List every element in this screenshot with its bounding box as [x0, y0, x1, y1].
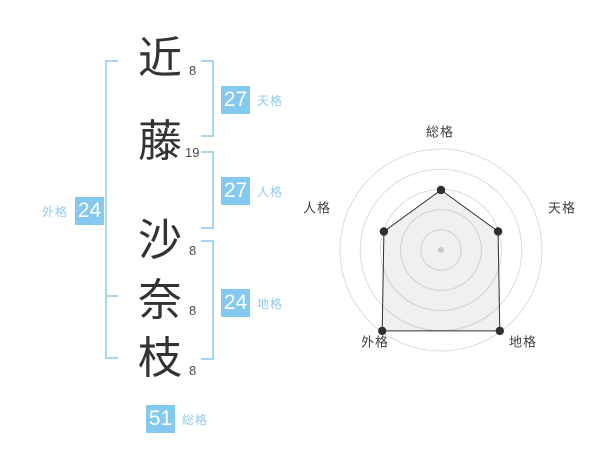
name-char-2: 藤: [138, 117, 182, 166]
name-char-5: 枝: [138, 334, 182, 383]
radar-axis-label-gaikaku: 外格: [360, 334, 390, 350]
jinkaku-bracket-tick-bottom: [201, 227, 214, 229]
name-char-4: 奈: [138, 276, 182, 325]
jinkaku-bracket-line: [212, 151, 214, 229]
chikaku-bracket-tick-bottom: [201, 358, 214, 360]
stroke-count-4: 8: [189, 303, 197, 318]
gaikaku-label: 外格: [42, 204, 69, 219]
gaikaku-bracket-tick-bottom: [105, 357, 118, 359]
soukaku-result: 51 総格: [146, 405, 208, 433]
gaikaku-bracket-line: [105, 60, 107, 359]
tenkaku-value-box: 27: [221, 86, 250, 114]
chikaku-bracket-tick-top: [201, 240, 214, 242]
gaikaku-value-box: 24: [75, 197, 105, 225]
stroke-count-3: 8: [189, 243, 197, 258]
chikaku-bracket-line: [212, 240, 214, 360]
gaikaku-result: 外格 24: [42, 197, 105, 225]
name-char-3: 沙: [138, 216, 182, 265]
tenkaku-bracket-tick-top: [201, 60, 214, 62]
jinkaku-result: 27 人格: [221, 177, 283, 205]
gaikaku-bracket-tick-mid: [105, 295, 118, 297]
chikaku-label: 地格: [257, 296, 284, 311]
jinkaku-bracket-tick-top: [201, 151, 214, 153]
tenkaku-bracket-line: [212, 60, 214, 137]
gaikaku-bracket-tick-top: [105, 60, 118, 62]
soukaku-label: 総格: [182, 412, 209, 427]
jinkaku-value-box: 27: [221, 177, 250, 205]
name-char-1: 近: [138, 34, 182, 83]
stroke-count-2: 19: [185, 145, 200, 160]
chikaku-value-box: 24: [221, 289, 250, 317]
radar-chart-canvas: [339, 148, 543, 352]
jinkaku-label: 人格: [257, 184, 284, 199]
stroke-count-1: 8: [189, 63, 197, 78]
radar-axis-label-jinkaku: 人格: [302, 200, 332, 216]
radar-axis-label-chikaku: 地格: [508, 334, 538, 350]
chikaku-result: 24 地格: [221, 289, 283, 317]
radar-axis-label-tenkaku: 天格: [547, 200, 577, 216]
radar-chart: 総格 天格 地格 外格 人格: [300, 110, 590, 370]
tenkaku-bracket-tick-bottom: [201, 135, 214, 137]
tenkaku-result: 27 天格: [221, 86, 283, 114]
tenkaku-label: 天格: [257, 93, 284, 108]
stroke-count-5: 8: [189, 363, 197, 378]
radar-axis-label-soukaku: 総格: [425, 124, 455, 140]
soukaku-value-box: 51: [146, 405, 175, 433]
